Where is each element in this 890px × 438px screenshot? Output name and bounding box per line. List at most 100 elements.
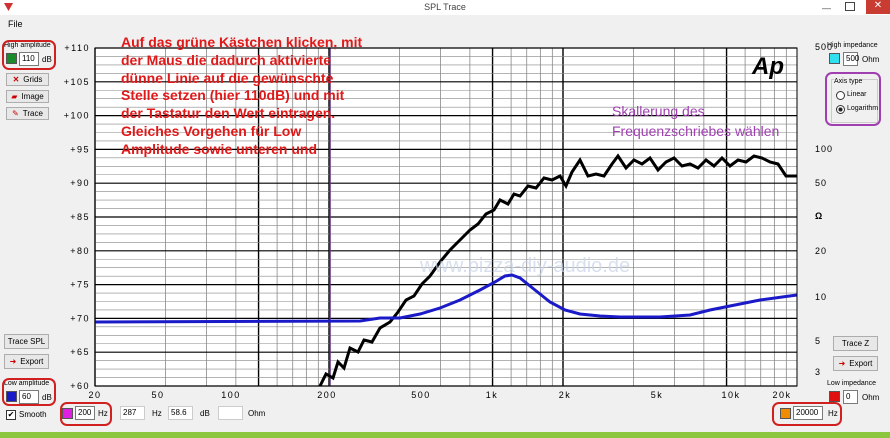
y-axis-label: +85 bbox=[70, 212, 90, 222]
high-amplitude-input[interactable]: 110 bbox=[19, 52, 39, 66]
x-axis-label: 1k bbox=[486, 390, 499, 400]
x-axis-label: 200 bbox=[317, 390, 337, 400]
close-button[interactable]: ✕ bbox=[866, 0, 890, 14]
y-axis-label: +90 bbox=[70, 178, 90, 188]
smooth-label: Smooth bbox=[19, 410, 47, 419]
y-axis-label: +70 bbox=[70, 313, 90, 323]
cursor-db-display: 58.6 bbox=[168, 406, 193, 420]
cursor-freq-display: 287 bbox=[120, 406, 145, 420]
low-amplitude-input[interactable]: 60 bbox=[19, 390, 39, 404]
instruction-text: Amplitude sowie unteren und bbox=[121, 140, 318, 157]
instruction-text: Gleiches Vorgehen für Low bbox=[121, 123, 302, 139]
logarithm-label: Logarithm bbox=[847, 105, 879, 112]
impedance-label: 100 bbox=[815, 144, 833, 154]
x-axis-label: 10k bbox=[721, 390, 740, 400]
high-amplitude-unit: dB bbox=[42, 55, 52, 64]
spl-trace bbox=[318, 153, 797, 387]
image-button[interactable]: ▰ Image bbox=[6, 90, 49, 103]
instruction-text: Stelle setzen (hier 110dB) und mit bbox=[121, 87, 345, 104]
y-axis-label: +65 bbox=[70, 347, 90, 357]
image-label: Image bbox=[21, 92, 44, 101]
window-title: SPL Trace bbox=[424, 2, 466, 12]
high-freq-color[interactable] bbox=[780, 408, 791, 419]
low-amplitude-label: Low amplitude bbox=[4, 380, 50, 387]
high-freq-unit: Hz bbox=[828, 409, 838, 418]
x-axis-label: 50 bbox=[151, 390, 164, 400]
low-amplitude-color[interactable] bbox=[6, 391, 17, 402]
cursor-ohm-display bbox=[218, 406, 243, 420]
axis-type-label: Axis type bbox=[834, 78, 863, 85]
high-impedance-label: High impedance bbox=[827, 42, 878, 49]
y-axis-label: +110 bbox=[64, 43, 90, 53]
export-z-label: Export bbox=[849, 359, 873, 368]
cursor-db-unit: dB bbox=[200, 409, 210, 418]
y-axis-label: +100 bbox=[64, 111, 90, 121]
cursor-freq-unit: Hz bbox=[152, 409, 162, 418]
impedance-label: 20 bbox=[815, 246, 827, 256]
menu-file[interactable]: File bbox=[8, 19, 23, 29]
low-impedance-input[interactable]: 0 bbox=[843, 390, 858, 404]
smooth-checkbox[interactable]: ✔ bbox=[6, 410, 16, 420]
ap-logo: Ap bbox=[751, 53, 784, 80]
x-axis-label: 20k bbox=[772, 390, 791, 400]
low-freq-color[interactable] bbox=[62, 408, 73, 419]
y-axis-label: +95 bbox=[70, 144, 90, 154]
bottom-strip bbox=[0, 432, 890, 438]
highlight-ring bbox=[825, 72, 881, 126]
low-amplitude-unit: dB bbox=[42, 393, 52, 402]
grids-label: Grids bbox=[23, 75, 43, 84]
plot-border bbox=[94, 47, 798, 387]
high-amplitude-label: High amplitude bbox=[4, 42, 51, 49]
logarithm-radio[interactable] bbox=[836, 105, 845, 114]
trace-label: Trace bbox=[22, 109, 43, 118]
low-freq-input[interactable]: 200 bbox=[75, 406, 95, 420]
maximize-button[interactable] bbox=[845, 2, 855, 11]
instruction-text: dünne Linie auf die gewünschte bbox=[121, 69, 334, 86]
export-button[interactable]: ➜ Export bbox=[4, 354, 49, 369]
y-axis-label: +80 bbox=[70, 246, 90, 256]
high-freq-input[interactable]: 20000 bbox=[793, 406, 823, 420]
impedance-label: 10 bbox=[815, 292, 827, 302]
instruction-text: der Tastatur den Wert eintragen. bbox=[121, 105, 336, 122]
y-axis-label: +60 bbox=[70, 381, 90, 391]
high-impedance-color[interactable] bbox=[829, 53, 840, 64]
instruction-text: Auf das grüne Kästchen klicken, mit bbox=[121, 34, 363, 50]
minimize-button[interactable]: — bbox=[822, 3, 831, 13]
highlight-ring bbox=[60, 402, 112, 426]
impedance-label: 50 bbox=[815, 178, 827, 188]
impedance-label: 5 bbox=[815, 336, 821, 346]
high-impedance-unit: Ohm bbox=[862, 55, 880, 64]
linear-label: Linear bbox=[847, 91, 867, 98]
y-axis-label: +75 bbox=[70, 280, 90, 290]
x-axis-label: 5k bbox=[651, 390, 664, 400]
y-axis-label: +105 bbox=[64, 77, 90, 87]
linear-radio[interactable] bbox=[836, 91, 845, 100]
watermark: www.pizza-diy-audio.de bbox=[419, 255, 630, 277]
impedance-label: Ω bbox=[815, 211, 823, 221]
grids-button[interactable]: ✕ Grids bbox=[6, 73, 49, 86]
instruction-text: der Maus die dadurch aktivierte bbox=[121, 51, 332, 68]
trace-spl-button[interactable]: Trace SPL bbox=[4, 334, 49, 349]
high-amplitude-color[interactable] bbox=[6, 53, 17, 64]
x-axis-label: 500 bbox=[411, 390, 431, 400]
highlight-ring bbox=[2, 378, 56, 406]
x-axis-label: 2k bbox=[559, 390, 572, 400]
low-freq-unit: Hz bbox=[98, 409, 108, 418]
trace-z-button[interactable]: Trace Z bbox=[833, 336, 878, 351]
high-impedance-input[interactable]: 500 bbox=[843, 52, 859, 66]
export-z-button[interactable]: ➜ Export bbox=[833, 356, 878, 371]
axis-note-text: Frequenzschriebes wählen bbox=[612, 123, 780, 139]
impedance-label: 500 bbox=[815, 42, 833, 52]
low-impedance-color[interactable] bbox=[829, 391, 840, 402]
highlight-ring bbox=[772, 402, 842, 426]
export-label: Export bbox=[20, 357, 44, 366]
low-impedance-label: Low impedance bbox=[827, 380, 877, 387]
highlight-ring bbox=[2, 40, 56, 70]
title-bar: SPL Trace — ✕ bbox=[0, 0, 890, 15]
impedance-trace bbox=[94, 273, 798, 324]
x-axis-label: 20 bbox=[88, 390, 101, 400]
trace-button[interactable]: ✎ Trace bbox=[6, 107, 49, 120]
cursor-ohm-unit: Ohm bbox=[248, 409, 266, 418]
